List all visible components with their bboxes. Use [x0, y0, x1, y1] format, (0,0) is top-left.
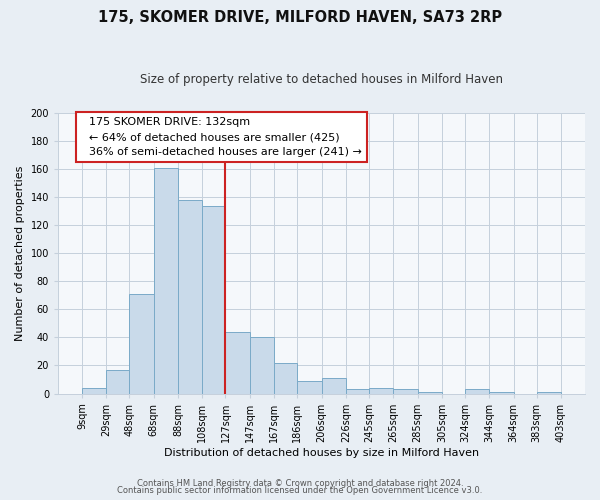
Title: Size of property relative to detached houses in Milford Haven: Size of property relative to detached ho…	[140, 72, 503, 86]
Bar	[226, 332, 250, 394]
Bar	[537, 392, 561, 394]
Bar	[154, 168, 178, 394]
Y-axis label: Number of detached properties: Number of detached properties	[15, 166, 25, 341]
Bar	[393, 390, 418, 394]
Bar	[178, 200, 202, 394]
Bar	[106, 370, 130, 394]
Bar	[322, 378, 346, 394]
Bar	[369, 388, 393, 394]
Bar	[202, 206, 226, 394]
Bar	[250, 338, 274, 394]
Bar	[418, 392, 442, 394]
X-axis label: Distribution of detached houses by size in Milford Haven: Distribution of detached houses by size …	[164, 448, 479, 458]
Text: Contains public sector information licensed under the Open Government Licence v3: Contains public sector information licen…	[118, 486, 482, 495]
Text: 175 SKOMER DRIVE: 132sqm
  ← 64% of detached houses are smaller (425)
  36% of s: 175 SKOMER DRIVE: 132sqm ← 64% of detach…	[82, 118, 362, 157]
Bar	[346, 390, 369, 394]
Bar	[297, 381, 322, 394]
Bar	[274, 362, 297, 394]
Bar	[130, 294, 154, 394]
Text: 175, SKOMER DRIVE, MILFORD HAVEN, SA73 2RP: 175, SKOMER DRIVE, MILFORD HAVEN, SA73 2…	[98, 10, 502, 25]
Bar	[82, 388, 106, 394]
Bar	[490, 392, 514, 394]
Bar	[465, 390, 490, 394]
Text: Contains HM Land Registry data © Crown copyright and database right 2024.: Contains HM Land Registry data © Crown c…	[137, 478, 463, 488]
